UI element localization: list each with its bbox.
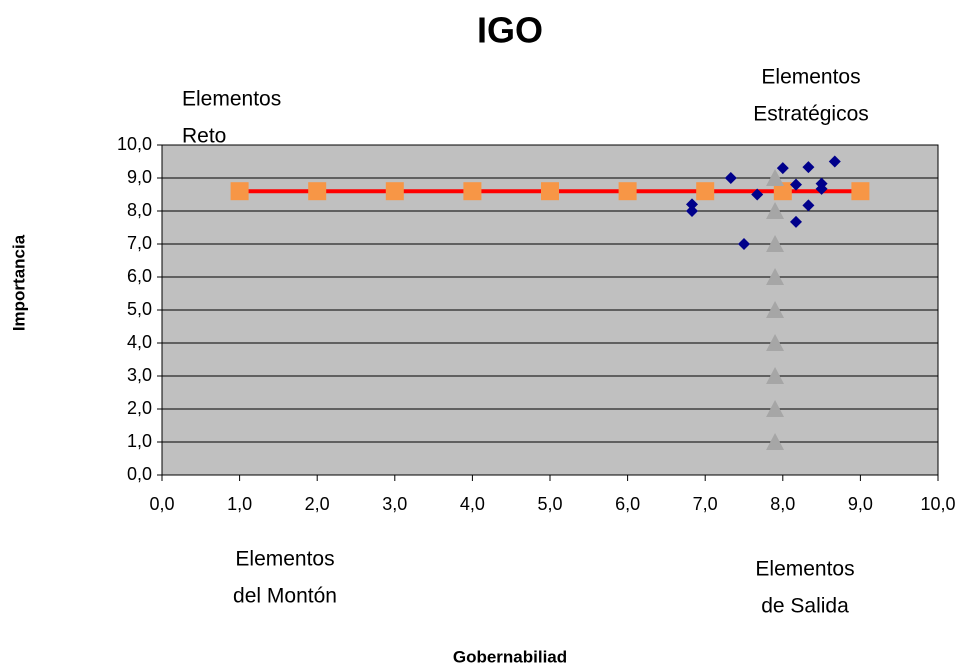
point <box>696 182 715 201</box>
point <box>766 301 785 318</box>
point <box>738 238 750 250</box>
point <box>766 433 785 450</box>
point <box>766 235 785 252</box>
x-tick-label: 10,0 <box>920 494 955 514</box>
y-tick-label: 2,0 <box>127 398 152 418</box>
point <box>724 172 737 184</box>
y-tick-label: 9,0 <box>127 167 152 187</box>
x-tick-label: 2,0 <box>305 494 330 514</box>
point <box>686 205 699 217</box>
x-axis-label: Gobernabiliad <box>453 647 567 666</box>
annotation: Elementos <box>761 66 860 89</box>
x-tick-label: 7,0 <box>693 494 718 514</box>
x-tick-label: 4,0 <box>460 494 485 514</box>
annotation: del Montón <box>233 585 337 608</box>
point <box>802 161 815 174</box>
y-tick-label: 4,0 <box>127 332 152 352</box>
point <box>385 182 404 201</box>
y-axis-label: Importancia <box>9 234 28 331</box>
chart-title: IGO <box>477 10 543 51</box>
x-tick-label: 9,0 <box>848 494 873 514</box>
point <box>618 182 637 201</box>
annotation: Elementos <box>182 88 281 111</box>
point <box>463 182 482 201</box>
x-tick-label: 3,0 <box>382 494 407 514</box>
x-tick-label: 1,0 <box>227 494 252 514</box>
x-tick-label: 5,0 <box>537 494 562 514</box>
y-tick-label: 6,0 <box>127 266 152 286</box>
x-tick-label: 8,0 <box>770 494 795 514</box>
y-tick-label: 10,0 <box>117 134 152 154</box>
point <box>751 188 764 201</box>
point <box>766 334 785 351</box>
x-tick-label: 6,0 <box>615 494 640 514</box>
y-tick-label: 3,0 <box>127 365 152 385</box>
point <box>776 162 789 175</box>
point <box>766 367 785 384</box>
point <box>789 215 802 228</box>
annotation: Elementos <box>235 548 334 571</box>
annotation: de Salida <box>761 595 849 618</box>
annotation: Estratégicos <box>753 103 869 126</box>
y-tick-label: 0,0 <box>127 464 152 484</box>
point <box>828 155 841 168</box>
point <box>802 199 815 212</box>
y-tick-label: 1,0 <box>127 431 152 451</box>
y-tick-label: 5,0 <box>127 299 152 319</box>
point <box>851 182 870 201</box>
annotation: Elementos <box>755 558 854 581</box>
point <box>815 182 828 195</box>
x-tick-label: 0,0 <box>149 494 174 514</box>
point <box>766 400 785 417</box>
annotation: Reto <box>182 125 226 148</box>
y-tick-label: 7,0 <box>127 233 152 253</box>
point <box>230 182 249 201</box>
plot-border <box>161 144 939 476</box>
point <box>789 178 802 191</box>
point <box>541 182 559 201</box>
point <box>766 169 785 186</box>
point <box>766 268 785 285</box>
point <box>686 198 699 211</box>
point <box>773 182 792 201</box>
y-tick-label: 8,0 <box>127 200 152 220</box>
point <box>766 202 785 219</box>
point <box>308 182 327 201</box>
